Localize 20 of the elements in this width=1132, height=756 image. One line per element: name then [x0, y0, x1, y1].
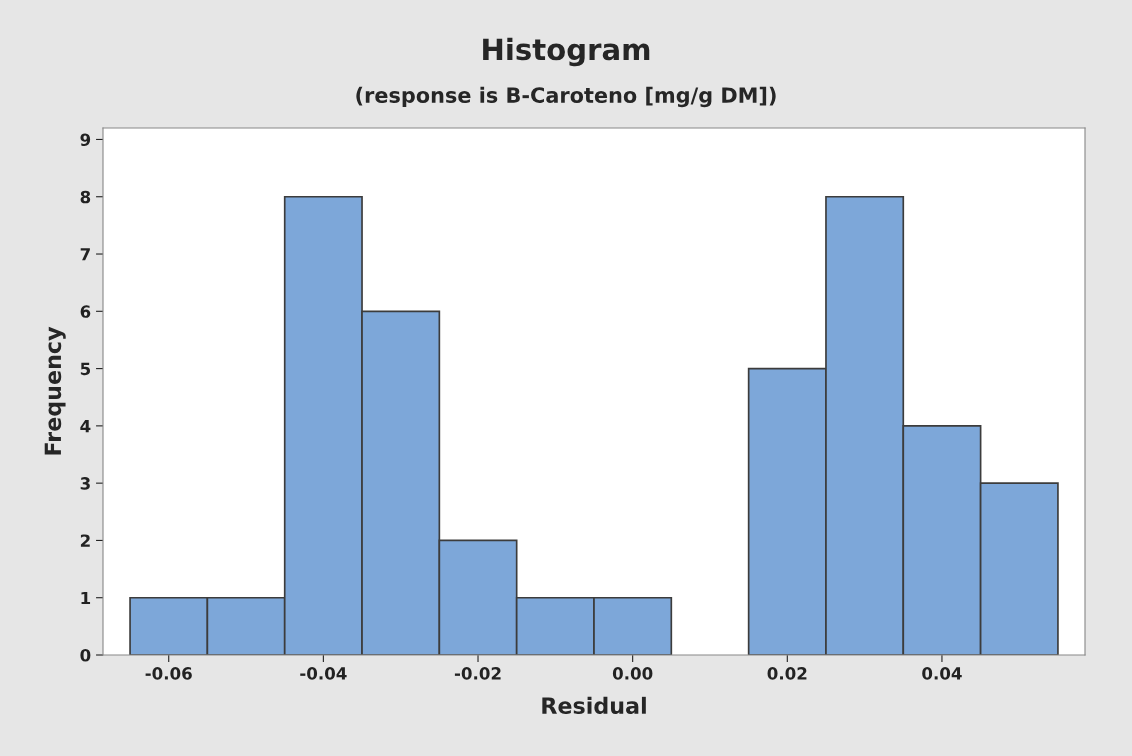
chart-subtitle: (response is B-Caroteno [mg/g DM])	[356, 86, 776, 108]
x-tick-label: -0.04	[300, 667, 347, 680]
y-tick-label: 4	[80, 420, 91, 433]
x-tick-label: 0.00	[612, 667, 653, 680]
y-tick-label: 1	[81, 591, 91, 605]
chart-title: Histogram	[483, 37, 650, 67]
y-tick-label: 5	[80, 362, 91, 376]
x-tick-label: 0.04	[922, 667, 962, 680]
y-tick-label: 3	[80, 477, 90, 490]
y-tick-label: 2	[80, 534, 90, 547]
y-tick-label: 8	[80, 190, 91, 204]
x-tick-label: -0.02	[454, 667, 501, 680]
y-tick-label: 7	[80, 248, 90, 261]
x-tick-label: -0.06	[145, 667, 192, 680]
y-axis-title: Frequency	[44, 326, 66, 455]
y-tick-label: 9	[80, 133, 91, 147]
x-axis-title: Residual	[542, 696, 646, 715]
y-tick-label: 0	[80, 648, 91, 662]
x-tick-label: 0.02	[767, 667, 807, 680]
y-tick-label: 6	[80, 305, 91, 318]
